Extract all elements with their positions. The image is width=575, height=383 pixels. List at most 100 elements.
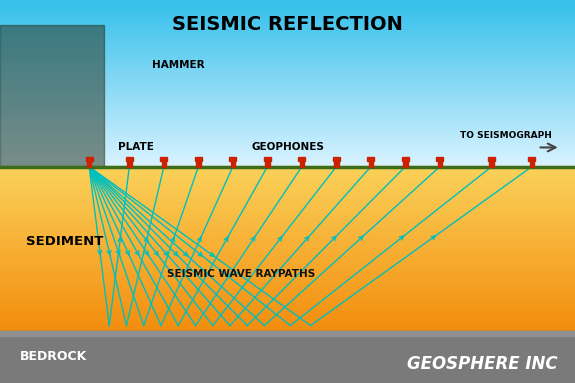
Bar bbox=[0, 213, 575, 216]
Bar bbox=[0, 75, 575, 78]
Text: GEOSPHERE INC: GEOSPHERE INC bbox=[407, 355, 558, 373]
Bar bbox=[0, 246, 575, 249]
Bar bbox=[196, 159, 201, 167]
Bar bbox=[264, 157, 271, 161]
Bar bbox=[0, 331, 575, 383]
Bar bbox=[0, 77, 575, 80]
Bar bbox=[0, 317, 575, 320]
Text: GEOPHONES: GEOPHONES bbox=[251, 142, 324, 152]
Bar bbox=[0, 257, 575, 260]
Bar bbox=[0, 243, 575, 246]
Bar bbox=[0, 127, 575, 131]
Bar bbox=[86, 157, 93, 161]
Bar bbox=[0, 0, 575, 3]
Bar bbox=[0, 124, 575, 128]
Bar bbox=[0, 306, 575, 309]
Bar bbox=[402, 157, 409, 161]
Bar bbox=[0, 150, 575, 153]
Bar bbox=[0, 8, 575, 11]
Bar bbox=[0, 328, 575, 331]
Bar bbox=[0, 169, 575, 172]
Bar bbox=[333, 157, 340, 161]
Bar bbox=[0, 235, 575, 238]
Bar bbox=[0, 227, 575, 230]
Bar bbox=[0, 116, 575, 119]
Bar bbox=[0, 309, 575, 312]
Bar bbox=[0, 138, 575, 142]
Bar bbox=[0, 41, 575, 44]
Bar bbox=[0, 136, 575, 139]
Bar bbox=[0, 2, 575, 5]
Bar bbox=[300, 159, 304, 167]
Bar bbox=[334, 159, 339, 167]
Bar bbox=[0, 232, 575, 235]
Bar bbox=[0, 50, 575, 53]
Text: SEISMIC WAVE RAYPATHS: SEISMIC WAVE RAYPATHS bbox=[167, 269, 316, 279]
Bar bbox=[0, 314, 575, 318]
Bar bbox=[0, 221, 575, 224]
Bar bbox=[0, 69, 575, 72]
Bar bbox=[403, 159, 408, 167]
Bar bbox=[195, 157, 202, 161]
Bar bbox=[0, 268, 575, 271]
Bar bbox=[0, 199, 575, 202]
Text: BEDROCK: BEDROCK bbox=[20, 350, 87, 363]
Bar bbox=[369, 159, 373, 167]
Bar bbox=[0, 322, 575, 326]
Bar bbox=[231, 159, 235, 167]
Bar bbox=[0, 290, 575, 293]
Bar bbox=[0, 180, 575, 183]
Bar bbox=[0, 113, 575, 116]
Bar bbox=[0, 205, 575, 208]
Bar bbox=[87, 159, 91, 167]
Bar bbox=[0, 5, 575, 8]
Bar bbox=[0, 229, 575, 232]
Bar bbox=[0, 298, 575, 301]
Bar bbox=[229, 157, 236, 161]
Text: SEDIMENT: SEDIMENT bbox=[26, 235, 104, 248]
Bar bbox=[0, 287, 575, 290]
Bar bbox=[0, 28, 575, 31]
Bar bbox=[0, 108, 575, 111]
Bar bbox=[0, 152, 575, 155]
Bar bbox=[0, 237, 575, 241]
Bar bbox=[0, 218, 575, 221]
Bar bbox=[0, 147, 575, 150]
Bar bbox=[0, 30, 575, 33]
Text: HAMMER: HAMMER bbox=[152, 60, 205, 70]
Bar bbox=[0, 196, 575, 200]
Bar bbox=[0, 141, 575, 144]
Bar bbox=[0, 273, 575, 277]
Bar bbox=[0, 265, 575, 268]
Bar bbox=[0, 303, 575, 306]
Bar bbox=[0, 241, 575, 244]
Bar bbox=[0, 88, 575, 92]
Bar bbox=[0, 36, 575, 39]
Bar bbox=[0, 86, 575, 89]
Bar bbox=[0, 331, 575, 336]
Bar bbox=[0, 80, 575, 83]
Bar bbox=[0, 102, 575, 105]
Bar bbox=[265, 159, 270, 167]
Bar bbox=[489, 159, 494, 167]
Bar bbox=[0, 161, 575, 164]
Bar bbox=[0, 91, 575, 95]
Bar bbox=[0, 122, 575, 125]
Bar bbox=[0, 52, 575, 56]
Bar bbox=[436, 157, 443, 161]
Bar bbox=[0, 282, 575, 285]
Bar bbox=[0, 55, 575, 58]
Bar bbox=[0, 97, 575, 100]
Bar bbox=[0, 270, 575, 273]
Bar bbox=[0, 83, 575, 86]
Bar bbox=[530, 159, 534, 167]
Bar bbox=[0, 16, 575, 20]
Bar bbox=[0, 224, 575, 227]
Bar bbox=[367, 157, 374, 161]
Bar bbox=[0, 72, 575, 75]
Bar bbox=[0, 105, 575, 108]
Bar bbox=[127, 159, 132, 167]
Bar bbox=[0, 33, 575, 36]
Bar bbox=[162, 159, 166, 167]
Bar bbox=[0, 175, 575, 178]
